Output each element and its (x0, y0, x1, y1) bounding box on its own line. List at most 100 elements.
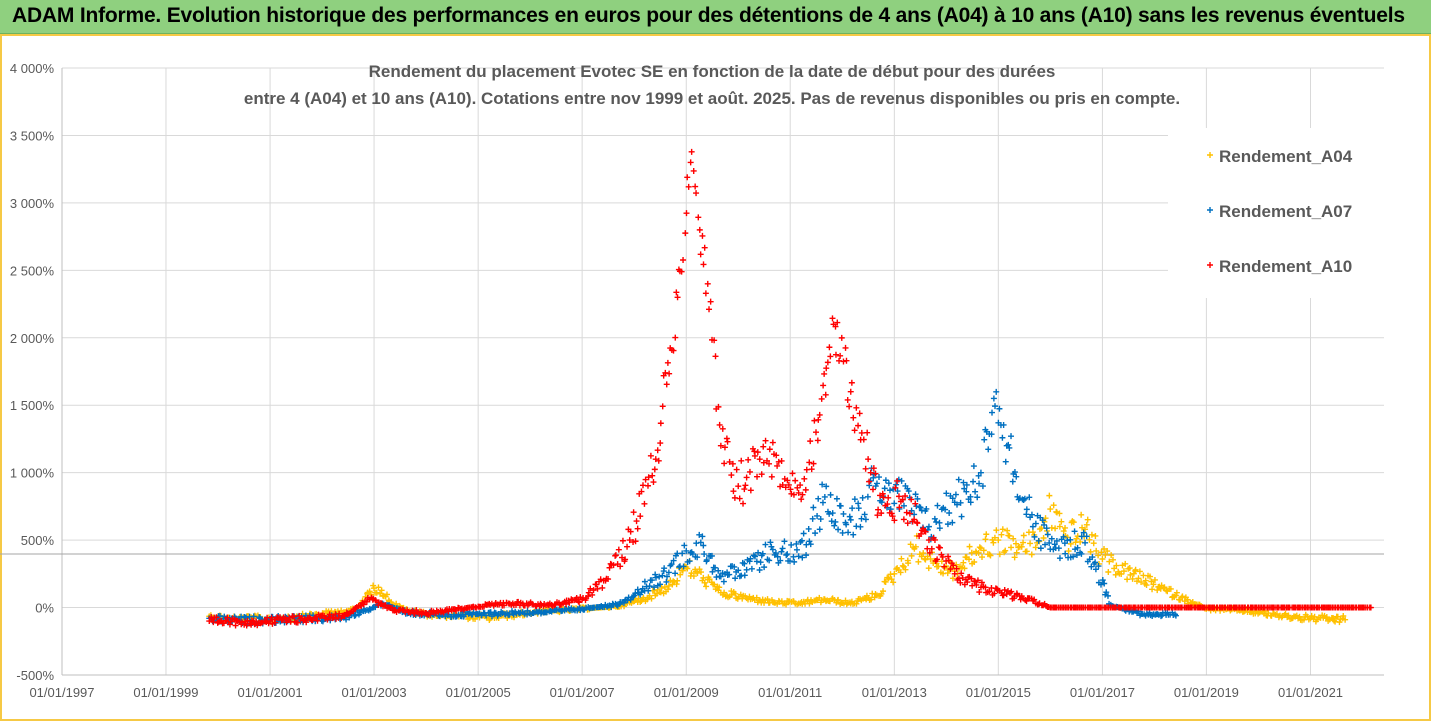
data-point (619, 554, 626, 561)
data-point (908, 496, 915, 503)
data-point (1013, 549, 1020, 556)
data-point (840, 358, 847, 365)
data-point (659, 572, 666, 579)
data-point (617, 563, 624, 570)
data-point (700, 574, 707, 581)
data-point (812, 530, 819, 537)
data-point (967, 499, 974, 506)
data-point (890, 579, 897, 586)
data-point (793, 546, 800, 553)
data-point (652, 571, 659, 578)
data-point (668, 561, 675, 568)
data-point (1074, 544, 1081, 551)
data-point (704, 280, 711, 287)
data-point (1142, 577, 1149, 584)
data-point (650, 479, 657, 486)
data-point (791, 558, 798, 565)
data-point (1161, 584, 1168, 591)
data-point (696, 531, 703, 538)
data-point (767, 539, 774, 546)
legend-label-Rendement_A07: Rendement_A07 (1219, 202, 1352, 221)
y-tick-label: 3 500% (10, 128, 55, 143)
data-point (383, 591, 390, 598)
data-point (1078, 550, 1085, 557)
data-point (627, 528, 634, 535)
data-point (798, 537, 805, 544)
data-point (360, 601, 367, 608)
data-point (1006, 444, 1013, 451)
data-point (672, 570, 679, 577)
data-point (976, 544, 983, 551)
chart-frame (0, 34, 1431, 721)
y-axis: -500% 0% 500% 1 000% 1 500% 2 000% 2 500% 3 000… (10, 61, 63, 683)
data-point (754, 473, 761, 480)
data-point (914, 495, 921, 502)
data-point (891, 570, 898, 577)
data-point (922, 556, 929, 563)
data-point (1109, 556, 1116, 563)
data-point (983, 531, 990, 538)
data-point (915, 558, 922, 565)
data-point (684, 565, 691, 572)
x-tick-label: 01/01/2011 (758, 685, 822, 700)
data-point (619, 537, 626, 544)
data-point (961, 485, 968, 492)
data-point (573, 594, 580, 601)
data-point (1173, 589, 1180, 596)
data-point (779, 545, 786, 552)
y-tick-label: 0% (35, 601, 54, 616)
data-point (1026, 494, 1033, 501)
data-point (1090, 540, 1097, 547)
data-point (961, 565, 968, 572)
data-point (1008, 433, 1015, 440)
data-point (1095, 552, 1102, 559)
data-point (939, 553, 946, 560)
data-point (977, 469, 984, 476)
data-point (1001, 586, 1008, 593)
data-point (597, 576, 604, 583)
data-point (751, 452, 758, 459)
data-point (641, 500, 648, 507)
data-point (670, 557, 677, 564)
data-point (730, 488, 737, 495)
data-point (666, 370, 673, 377)
data-point (958, 513, 965, 520)
data-point (1067, 536, 1074, 543)
data-point (1000, 592, 1007, 599)
data-point (1086, 536, 1093, 543)
data-point (647, 452, 654, 459)
data-point (1051, 541, 1058, 548)
data-point (947, 566, 954, 573)
data-point (1031, 533, 1038, 540)
data-point (946, 509, 953, 516)
data-point (899, 496, 906, 503)
data-point (1138, 579, 1145, 586)
data-point (1053, 537, 1060, 544)
data-point (822, 391, 829, 398)
data-point (1058, 518, 1065, 525)
data-point (726, 571, 733, 578)
data-point (963, 488, 970, 495)
data-point (663, 381, 670, 388)
data-point (746, 468, 753, 475)
data-point (1106, 558, 1113, 565)
data-point (777, 557, 784, 564)
data-point (1147, 573, 1154, 580)
x-tick-label: 01/01/2015 (966, 685, 1031, 700)
data-point (1070, 519, 1077, 526)
data-point (1104, 548, 1111, 555)
data-point (657, 440, 664, 447)
data-point (760, 443, 767, 450)
legend-marker (1207, 152, 1213, 158)
data-point (976, 480, 983, 487)
data-point (657, 581, 664, 588)
data-point (576, 599, 583, 606)
data-point (1060, 528, 1067, 535)
data-point (256, 614, 263, 621)
data-point (991, 590, 998, 597)
data-point (933, 518, 940, 525)
data-point (1098, 549, 1105, 556)
data-point (1108, 552, 1115, 559)
data-point (706, 576, 713, 583)
data-point (427, 611, 434, 618)
